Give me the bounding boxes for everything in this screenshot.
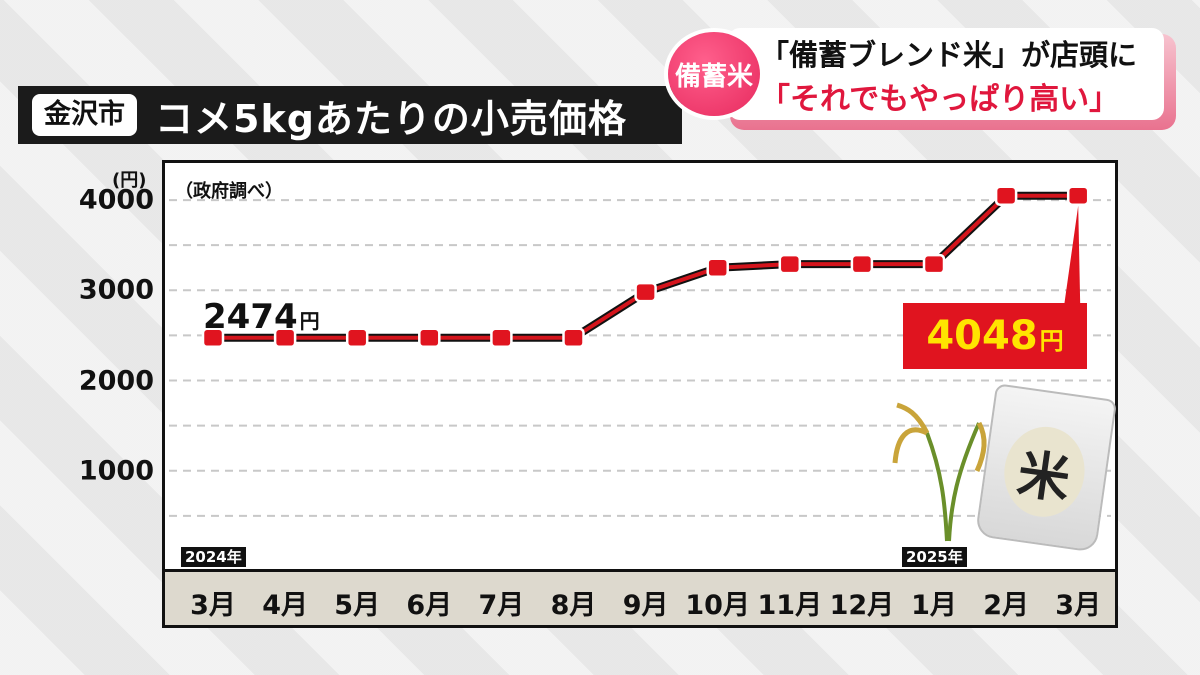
start-value-unit: 円 — [299, 309, 320, 333]
end-value-unit: 円 — [1039, 327, 1064, 355]
headline-line-2: 「それでもやっぱり高い」 — [760, 82, 1120, 117]
x-tick-label: 1月 — [911, 590, 957, 621]
data-point — [562, 327, 585, 349]
data-point — [850, 253, 874, 275]
data-point — [706, 257, 729, 278]
y-axis-unit: (円) — [112, 170, 147, 191]
x-tick-label: 3月 — [1055, 590, 1102, 621]
x-tick-label: 4月 — [262, 590, 308, 621]
x-tick-label: 11月 — [757, 590, 823, 621]
data-point — [418, 327, 441, 349]
x-tick-label: 9月 — [622, 590, 669, 621]
chart-area: （政府調べ） 3月 4月 5月 6月 7月 8月 9月 10月 11月 12月 1月 2月 3月 202… — [162, 160, 1118, 628]
x-tick-label: 10月 — [685, 590, 750, 621]
data-point — [490, 327, 513, 349]
y-tick-label: 4000 — [78, 184, 154, 216]
data-point — [994, 185, 1018, 206]
data-point — [922, 253, 946, 275]
topic-badge: 備蓄米 — [668, 32, 760, 116]
data-point — [634, 281, 657, 303]
city-tag: 金沢市 — [32, 94, 137, 136]
end-value-callout: 4048円 — [903, 303, 1087, 369]
data-point — [273, 327, 297, 349]
data-point — [1066, 185, 1090, 206]
x-tick-label: 5月 — [334, 590, 381, 621]
source-note: （政府調べ） — [175, 181, 283, 202]
callout-pointer — [1064, 205, 1081, 305]
x-tick-label: 3月 — [190, 590, 236, 621]
y-tick-label: 2000 — [78, 365, 154, 397]
rice-bag-icon: 米 — [974, 383, 1118, 553]
year-label: 2024年 — [181, 547, 246, 567]
year-label: 2025年 — [902, 547, 967, 567]
headline-box: 備蓄米 「備蓄ブレンド米」が店頭に 「それでもやっぱり高い」 — [668, 22, 1176, 132]
end-value: 4048 — [926, 313, 1038, 359]
x-tick-label: 12月 — [829, 590, 895, 621]
headline-line-1: 「備蓄ブレンド米」が店頭に — [760, 38, 1138, 72]
rice-bag-label: 米 — [998, 421, 1091, 522]
x-tick-label: 7月 — [478, 590, 525, 621]
headline-panel — [728, 28, 1164, 120]
start-value: 2474 — [203, 297, 298, 337]
data-point — [345, 327, 369, 349]
rice-plant-icon — [892, 402, 987, 542]
x-tick-label: 8月 — [550, 590, 597, 621]
title-bar: 金沢市 コメ5kgあたりの小売価格 — [18, 86, 682, 144]
start-value-label: 2474 円 — [203, 297, 320, 337]
data-point — [778, 253, 802, 275]
y-tick-label: 3000 — [78, 274, 154, 306]
y-tick-label: 1000 — [78, 455, 154, 487]
chart-title: コメ5kgあたりの小売価格 — [155, 96, 627, 141]
x-tick-label: 2月 — [983, 590, 1029, 621]
x-tick-label: 6月 — [406, 590, 453, 621]
x-axis-band — [165, 569, 1115, 625]
data-point — [201, 327, 225, 349]
